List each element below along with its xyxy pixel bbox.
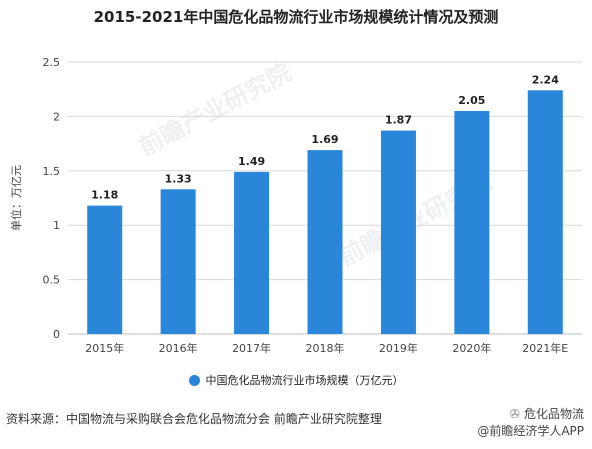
data-label: 1.69: [311, 133, 338, 146]
bar: [454, 110, 490, 335]
wechat-icon: ✇: [509, 407, 520, 421]
data-label: 2.24: [532, 73, 559, 86]
x-tick-label: 2017年: [232, 341, 271, 355]
wechat-app: @前瞻经济学人APP: [477, 424, 584, 438]
wechat-account: 危化品物流: [523, 407, 584, 421]
x-tick-label: 2019年: [379, 341, 418, 355]
bar: [87, 205, 123, 334]
bar: [527, 90, 563, 335]
y-tick-label: 1.5: [43, 165, 61, 178]
data-label: 1.49: [238, 155, 265, 168]
y-tick-label: 2: [53, 110, 60, 123]
bar-chart: 0 0.5 1 1.5 2 2.5 单位：万亿元 1.18 2015年 1.33 2016年 1.49…: [9, 56, 582, 355]
legend: 中国危化品物流行业市场规模（万亿元）: [0, 372, 592, 388]
legend-label: 中国危化品物流行业市场规模（万亿元）: [205, 374, 404, 387]
x-tick-label: 2015年: [85, 341, 124, 355]
legend-marker: [188, 374, 200, 386]
x-tick-label: 2018年: [306, 341, 345, 355]
bar: [160, 189, 196, 334]
chart-title: 2015-2021年中国危化品物流行业市场规模统计情况及预测: [93, 8, 499, 26]
data-label: 1.87: [385, 114, 412, 127]
x-tick-label: 2020年: [452, 341, 491, 355]
data-label: 1.33: [165, 172, 192, 185]
bar: [380, 130, 416, 334]
y-tick-label: 0: [53, 328, 60, 341]
y-tick-label: 1: [53, 219, 60, 232]
source-note: 资料来源：中国物流与采购联合会危化品物流分会 前瞻产业研究院整理: [6, 412, 382, 426]
data-label: 1.18: [91, 189, 118, 202]
data-label: 2.05: [458, 94, 485, 107]
bar: [234, 171, 270, 334]
y-tick-label: 2.5: [43, 56, 61, 69]
bar: [307, 150, 343, 334]
x-tick-label: 2016年: [159, 341, 198, 355]
y-axis-title: 单位：万亿元: [9, 165, 23, 231]
wechat-account-line: ✇ 危化品物流: [477, 406, 584, 423]
wechat-attribution: ✇ 危化品物流 @前瞻经济学人APP: [477, 406, 584, 440]
y-tick-label: 0.5: [43, 274, 61, 287]
x-tick-label: 2021年E: [522, 341, 568, 355]
